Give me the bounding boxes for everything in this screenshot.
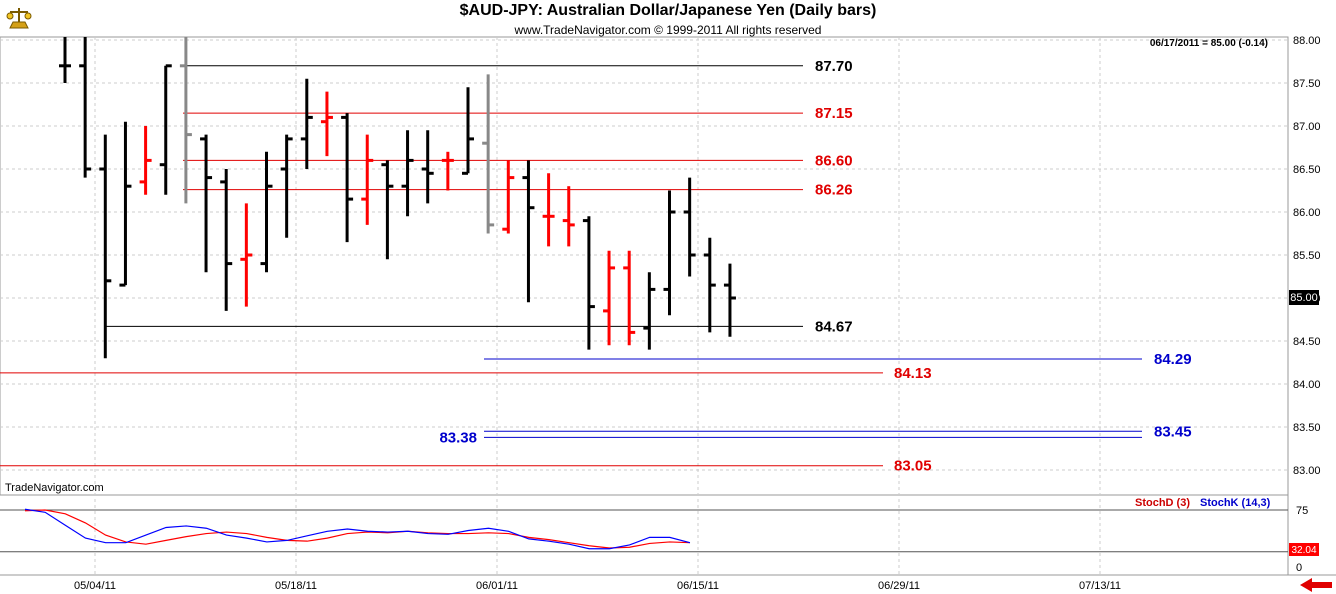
x-tick-label: 06/01/11 — [476, 580, 518, 592]
y-tick-label: 83.00 — [1293, 465, 1321, 477]
level-label: 84.29 — [1154, 351, 1192, 368]
level-label: 83.38 — [439, 429, 477, 446]
y-tick-label: 85.50 — [1293, 250, 1321, 262]
stoch-series-line — [24, 508, 691, 550]
stoch-series-line — [24, 509, 690, 549]
stoch-legend-k: StochK (14,3) — [1200, 497, 1271, 509]
trade-navigator-logo-icon — [6, 8, 32, 29]
y-tick-label: 87.50 — [1293, 78, 1321, 90]
level-label: 84.13 — [894, 365, 932, 382]
current-price-label: 85.00 — [1290, 292, 1318, 304]
x-tick-label: 07/13/11 — [1079, 580, 1121, 592]
back-arrow-icon[interactable] — [1298, 577, 1334, 593]
level-label: 86.26 — [815, 182, 853, 199]
status-readout: 06/17/2011 = 85.00 (-0.14) — [1150, 38, 1268, 49]
current-price-tag — [1289, 290, 1319, 305]
y-tick-label: 86.00 — [1293, 207, 1321, 219]
watermark-text: TradeNavigator.com — [5, 482, 104, 494]
stoch-value-tag — [1289, 543, 1319, 556]
x-tick-label: 06/29/11 — [878, 580, 920, 592]
level-label: 87.70 — [815, 58, 853, 75]
x-tick-label: 05/04/11 — [74, 580, 116, 592]
level-label: 83.05 — [894, 458, 932, 475]
y-tick-label: 83.50 — [1293, 422, 1321, 434]
copyright-notice: www.TradeNavigator.com © 1999-2011 All r… — [514, 23, 822, 37]
x-tick-label: 05/18/11 — [275, 580, 317, 592]
level-label: 86.60 — [815, 152, 853, 169]
level-label: 83.45 — [1154, 423, 1192, 440]
y-tick-label: 87.00 — [1293, 121, 1321, 133]
stoch-value-label: 32.04 — [1291, 545, 1316, 556]
y-tick-label: 86.50 — [1293, 164, 1321, 176]
chart-title: $AUD-JPY: Australian Dollar/Japanese Yen… — [459, 2, 877, 19]
stoch-legend-d: StochD (3) — [1135, 497, 1190, 509]
x-tick-label: 06/15/11 — [677, 580, 719, 592]
level-label: 84.67 — [815, 318, 853, 335]
level-label: 87.15 — [815, 105, 853, 122]
y-tick-label: 84.00 — [1293, 379, 1321, 391]
stoch-y-tick-label: 75 — [1296, 505, 1308, 517]
stoch-y-tick-label: 0 — [1296, 562, 1302, 574]
y-tick-label: 88.00 — [1293, 35, 1321, 47]
y-tick-label: 84.50 — [1293, 336, 1321, 348]
